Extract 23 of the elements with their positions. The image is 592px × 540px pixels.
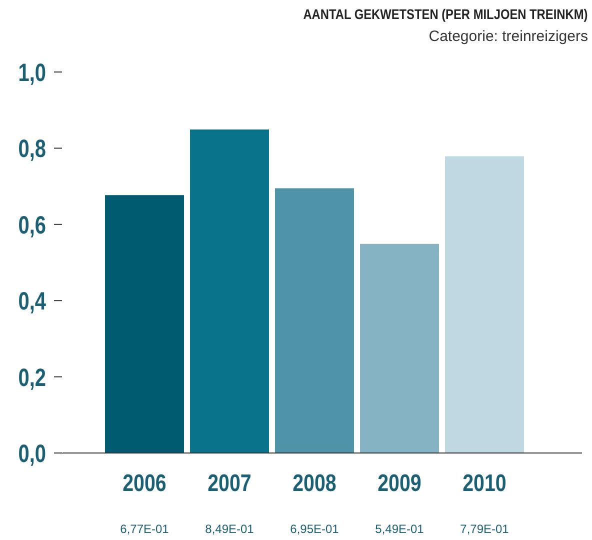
y-tick-label: 0,4	[18, 288, 46, 316]
bar	[190, 130, 269, 453]
bar	[105, 195, 184, 453]
chart-subtitle: Categorie: treinreizigers	[428, 28, 588, 45]
y-tick-label: 0,8	[18, 135, 46, 163]
bar	[275, 188, 354, 453]
y-tick-label: 0,2	[18, 364, 46, 392]
bar	[445, 156, 524, 453]
x-tick-label: 2008	[292, 469, 336, 496]
x-tick-label: 2010	[462, 469, 506, 496]
bar	[360, 244, 439, 453]
text: 6,77E-01	[120, 522, 170, 536]
text: 8,49E-01	[205, 522, 254, 536]
y-tick-label: 0,0	[18, 440, 46, 468]
text: 6,95E-01	[290, 522, 340, 536]
x-tick-label: 2006	[122, 469, 166, 496]
y-tick-label: 0,6	[18, 211, 46, 239]
x-tick-label: 2009	[378, 469, 422, 496]
x-tick-label: 2007	[208, 469, 252, 496]
y-tick-label: 1,0	[18, 58, 46, 87]
text: 5,49E-01	[375, 522, 424, 536]
text: 7,79E-01	[460, 522, 510, 536]
chart-title: AANTAL GEKWETSTEN (PER MILJOEN TREINKM)	[304, 6, 588, 22]
